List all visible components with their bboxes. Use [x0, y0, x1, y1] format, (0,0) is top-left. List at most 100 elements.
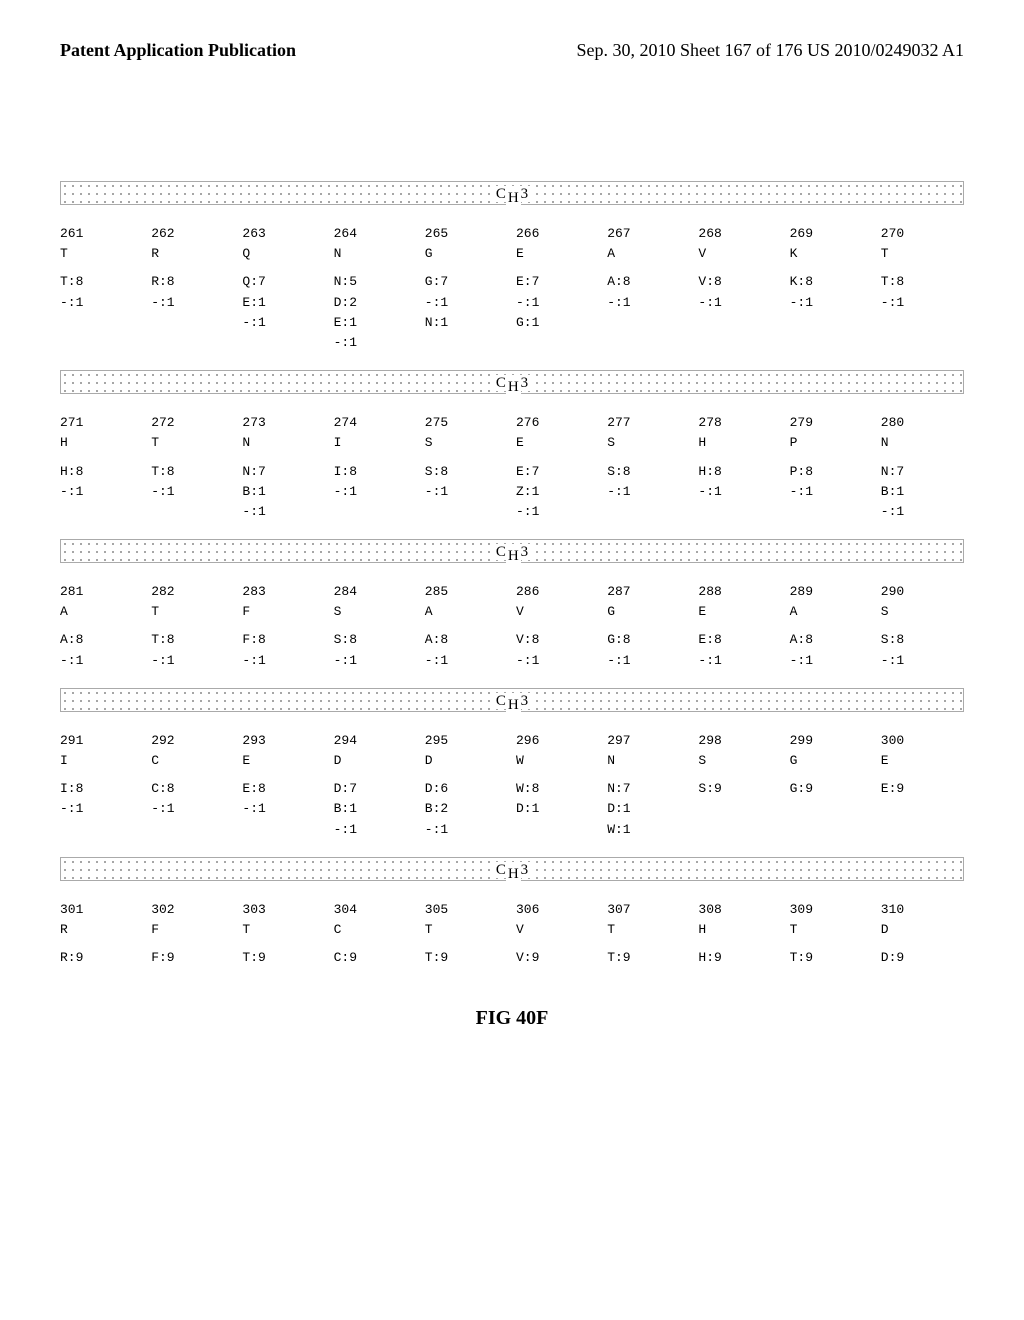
cell: 291 — [60, 732, 143, 750]
cell: B:1 — [242, 483, 325, 501]
cell: E:8 — [698, 631, 781, 649]
cell: H:8 — [698, 463, 781, 481]
cell: T — [60, 245, 143, 263]
cell: 298 — [698, 732, 781, 750]
cell: R — [151, 245, 234, 263]
cell: E:7 — [516, 463, 599, 481]
cell: E — [516, 434, 599, 452]
cell: T — [881, 245, 964, 263]
cell: 303 — [242, 901, 325, 919]
cell: F:8 — [242, 631, 325, 649]
cell: 264 — [334, 225, 417, 243]
cell: T:8 — [60, 273, 143, 291]
cell: I — [334, 434, 417, 452]
cell: G — [425, 245, 508, 263]
cell: T:9 — [425, 949, 508, 967]
cell: 261 — [60, 225, 143, 243]
cell: T:9 — [242, 949, 325, 967]
cell: E — [516, 245, 599, 263]
cell: A:8 — [607, 273, 690, 291]
cell: 296 — [516, 732, 599, 750]
cell: -:1 — [516, 652, 599, 670]
cell: W — [516, 752, 599, 770]
cell: P:8 — [790, 463, 873, 481]
cell: T — [151, 434, 234, 452]
cell — [151, 334, 234, 352]
cell: N:1 — [425, 314, 508, 332]
cell: E:7 — [516, 273, 599, 291]
cell: S:8 — [607, 463, 690, 481]
cell: K:8 — [790, 273, 873, 291]
cell: 271 — [60, 414, 143, 432]
cell: N — [242, 434, 325, 452]
cell: H — [698, 434, 781, 452]
cell: T:9 — [790, 949, 873, 967]
cell: A:8 — [425, 631, 508, 649]
cell: -:1 — [60, 652, 143, 670]
cell: T — [790, 921, 873, 939]
header-right: Sep. 30, 2010 Sheet 167 of 176 US 2010/0… — [576, 40, 964, 61]
cell: V:8 — [516, 631, 599, 649]
cell: N — [607, 752, 690, 770]
cell: -:1 — [516, 294, 599, 312]
cell: T — [242, 921, 325, 939]
cell: E:8 — [242, 780, 325, 798]
cell — [60, 334, 143, 352]
cell: -:1 — [607, 652, 690, 670]
cell: 299 — [790, 732, 873, 750]
cell: I:8 — [334, 463, 417, 481]
cell: -:1 — [334, 483, 417, 501]
cell: -:1 — [698, 652, 781, 670]
cell: C:8 — [151, 780, 234, 798]
cell: T:8 — [151, 631, 234, 649]
cell: C:9 — [334, 949, 417, 967]
cell: D — [425, 752, 508, 770]
cell: 272 — [151, 414, 234, 432]
cell: S — [607, 434, 690, 452]
cell: 297 — [607, 732, 690, 750]
cell: -:1 — [790, 294, 873, 312]
cell: D — [881, 921, 964, 939]
cell — [151, 503, 234, 521]
cell: -:1 — [60, 294, 143, 312]
cell: G:9 — [790, 780, 873, 798]
section-header: CH3 — [60, 857, 964, 881]
cell: 308 — [698, 901, 781, 919]
cell: I:8 — [60, 780, 143, 798]
cell: D — [334, 752, 417, 770]
cell: N — [881, 434, 964, 452]
cell: 265 — [425, 225, 508, 243]
cell: 274 — [334, 414, 417, 432]
cell: -:1 — [151, 294, 234, 312]
cell: S — [698, 752, 781, 770]
cell: C — [151, 752, 234, 770]
cell: 270 — [881, 225, 964, 243]
cell: S:8 — [334, 631, 417, 649]
cell: -:1 — [242, 314, 325, 332]
cell: E — [881, 752, 964, 770]
cell: B:2 — [425, 800, 508, 818]
cell: E:1 — [242, 294, 325, 312]
cell: A — [425, 603, 508, 621]
sequence-block: 261262263264265266267268269270TRQNGEAVKT… — [60, 225, 964, 352]
cell — [242, 334, 325, 352]
cell: 262 — [151, 225, 234, 243]
cell: S:8 — [881, 631, 964, 649]
cell: G:7 — [425, 273, 508, 291]
cell: -:1 — [425, 483, 508, 501]
cell: -:1 — [60, 483, 143, 501]
cell: D:9 — [881, 949, 964, 967]
cell — [242, 821, 325, 839]
section-header: CH3 — [60, 181, 964, 205]
cell: R:8 — [151, 273, 234, 291]
cell — [425, 503, 508, 521]
cell: -:1 — [425, 821, 508, 839]
cell: 293 — [242, 732, 325, 750]
cell: 305 — [425, 901, 508, 919]
cell — [516, 334, 599, 352]
cell: E — [698, 603, 781, 621]
cell: 276 — [516, 414, 599, 432]
cell: 285 — [425, 583, 508, 601]
cell — [790, 800, 873, 818]
sequence-block: 291292293294295296297298299300ICEDDWNSGE… — [60, 732, 964, 839]
